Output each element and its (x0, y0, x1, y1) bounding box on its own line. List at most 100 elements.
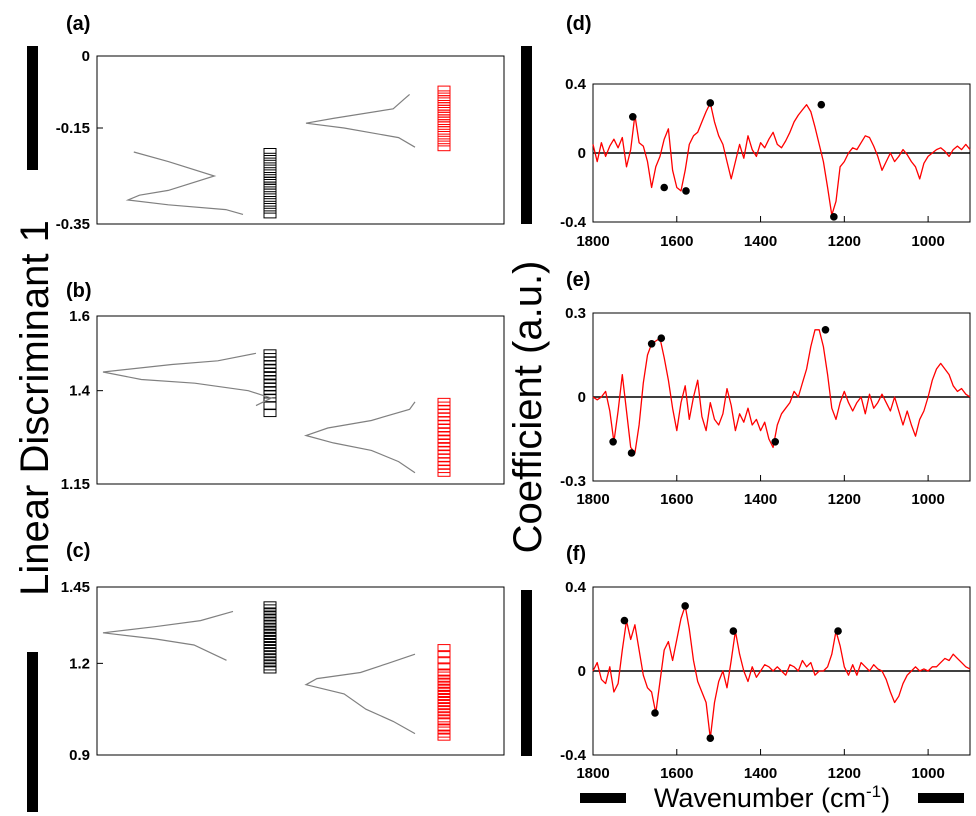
y-tick-label: 1.6 (69, 308, 90, 325)
peak-marker (706, 734, 715, 742)
y-tick-label: -0.35 (56, 216, 90, 233)
score-marker (263, 176, 277, 185)
score-marker (437, 114, 451, 123)
peak-marker (729, 627, 738, 635)
score-marker (437, 133, 451, 142)
y-tick-label: -0.15 (56, 120, 90, 137)
right-xlabel-superscript: -1 (866, 782, 881, 801)
score-marker (263, 181, 277, 190)
y-tick-label: -0.4 (560, 747, 587, 764)
y-tick-label: 0.9 (69, 747, 90, 764)
panel-letter: (e) (566, 269, 590, 291)
score-marker (263, 191, 277, 200)
score-marker (437, 109, 451, 118)
panel-letter: (a) (66, 13, 90, 35)
density-curve (102, 610, 234, 661)
y-tick-label: -0.4 (560, 214, 587, 231)
x-tick-label: 1600 (660, 765, 693, 782)
right-xlabel: Wavenumber (cm-1) (654, 782, 890, 813)
y-tick-label: 0 (578, 663, 586, 680)
x-tick-label: 1200 (828, 765, 861, 782)
density-curve (304, 653, 416, 735)
score-marker (437, 109, 451, 118)
score-marker (263, 665, 277, 674)
panel-letter: (f) (566, 543, 586, 565)
score-marker (437, 100, 451, 108)
right-xlabel-close: ) (881, 783, 890, 813)
x-tick-label: 1600 (660, 233, 693, 250)
score-marker (263, 167, 277, 176)
score-marker (437, 662, 451, 671)
x-tick-label: 1200 (828, 491, 861, 508)
score-marker (437, 732, 451, 741)
peak-marker (834, 627, 842, 635)
score-marker (437, 644, 451, 653)
y-tick-label: 1.2 (69, 655, 90, 672)
x-tick-label: 1000 (911, 233, 944, 250)
density-curve (125, 151, 244, 215)
peak-marker (830, 213, 838, 221)
panel-a: (a) 0 -0.15 -0.35 (56, 13, 505, 233)
peak-marker (628, 112, 637, 121)
density-curve (303, 401, 416, 474)
score-marker (263, 181, 277, 190)
x-tick-label: 1400 (744, 765, 777, 782)
score-marker (437, 143, 451, 152)
score-marker (437, 85, 451, 94)
score-marker (263, 205, 277, 214)
density-curve (102, 352, 273, 407)
panel-b: (b) 1.6 1.4 1.15 (61, 280, 505, 493)
score-marker (263, 152, 277, 161)
peak-marker (817, 100, 826, 109)
x-tick-label: 1600 (660, 491, 693, 508)
coefficient-line (592, 329, 971, 454)
score-marker (263, 176, 277, 185)
score-marker (437, 114, 451, 123)
score-marker (437, 138, 451, 147)
score-marker (263, 196, 277, 204)
x-tick-label: 1400 (744, 491, 777, 508)
y-tick-label: 1.4 (69, 383, 91, 400)
peak-marker (609, 438, 617, 446)
y-tick-label: 0.4 (565, 579, 587, 596)
score-marker (437, 104, 451, 113)
y-tick-label: 1.15 (61, 476, 90, 493)
score-marker (263, 186, 277, 195)
panel-c: (c) 1.45 1.2 0.9 (61, 540, 505, 764)
right-ylabel: Coefficient (a.u.) (506, 261, 550, 554)
score-marker (263, 401, 277, 410)
score-marker (437, 468, 451, 477)
score-marker (437, 100, 451, 108)
right-ylabel-bar-bottom (521, 590, 532, 756)
plot-frame (96, 55, 505, 225)
x-tick-label: 1000 (911, 491, 944, 508)
x-tick-label: 1200 (828, 233, 861, 250)
score-marker (263, 162, 277, 171)
peak-marker (681, 602, 689, 610)
peak-marker (651, 709, 659, 717)
score-marker (263, 157, 277, 166)
x-tick-label: 1800 (576, 765, 609, 782)
score-marker (437, 119, 451, 128)
score-marker (263, 176, 277, 185)
x-tick-label: 1400 (744, 233, 777, 250)
x-tick-label: 1000 (911, 765, 944, 782)
right-xlabel-bar-left (580, 793, 626, 803)
peak-marker (627, 449, 636, 457)
score-marker (263, 172, 277, 180)
peak-marker (660, 183, 669, 192)
peak-marker (682, 187, 690, 195)
panel-letter: (d) (566, 13, 592, 35)
score-marker (437, 717, 451, 726)
coefficient-line (592, 102, 971, 216)
y-tick-label: -0.3 (560, 473, 586, 490)
panel-d: (d) 0.4 0 -0.4 1800 1600 1400 1200 1000 (560, 13, 971, 250)
panel-letter: (c) (66, 540, 90, 562)
x-tick-label: 1800 (576, 233, 609, 250)
y-tick-label: 0 (82, 48, 90, 65)
peak-marker (647, 340, 656, 348)
score-marker (437, 124, 451, 132)
score-marker (437, 656, 451, 665)
